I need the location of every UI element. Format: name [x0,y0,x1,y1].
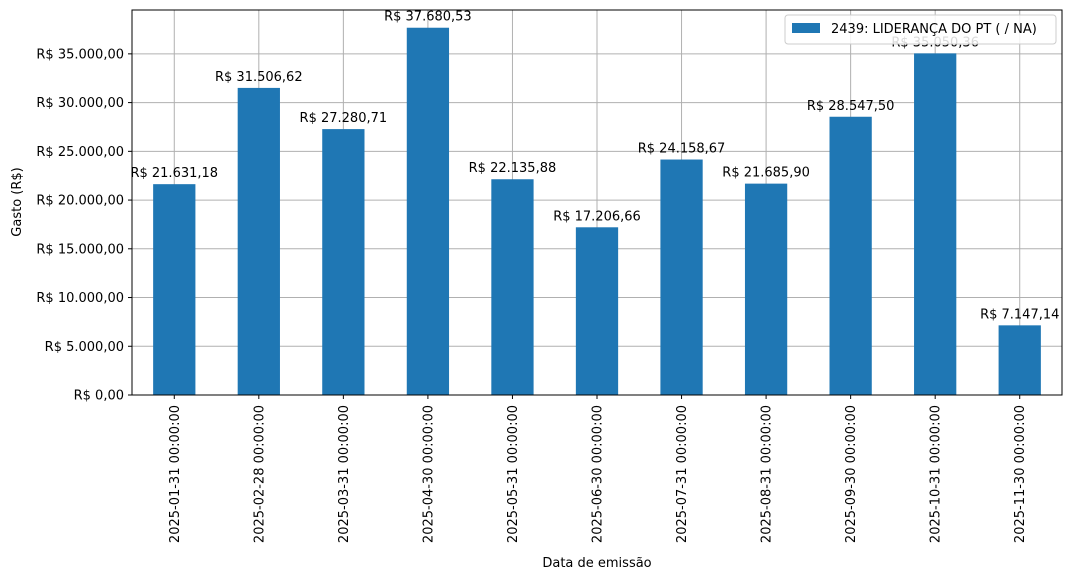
bar [744,183,788,395]
x-tick-label: 2025-06-30 00:00:00 [591,405,606,543]
bar-value-label: R$ 22.135,88 [469,161,557,176]
bar [998,325,1041,395]
bar-value-label: R$ 31.506,62 [215,70,303,85]
x-tick-label: 2025-01-31 00:00:00 [168,405,183,543]
bar-value-label: R$ 27.280,71 [300,111,388,126]
bar-value-label: R$ 7.147,14 [980,307,1059,322]
bar [491,179,534,395]
x-tick-label: 2025-02-28 00:00:00 [252,405,267,543]
x-axis-ticks: 2025-01-31 00:00:00 2025-02-28 00:00:00 20… [168,395,1028,543]
x-tick-label: 2025-10-31 00:00:00 [929,405,944,543]
legend-box [784,14,1057,45]
bar [575,227,619,395]
y-axis-label: Gasto (R$) [10,167,25,236]
bar [153,184,196,395]
x-tick-label: 2025-09-30 00:00:00 [844,405,859,543]
x-tick-label: 2025-08-31 00:00:00 [760,405,775,543]
y-tick-label: R$ 30.000,00 [36,96,124,111]
x-tick-label: 2025-07-31 00:00:00 [675,405,690,543]
legend-swatch [792,23,820,33]
y-tick-label: R$ 25.000,00 [36,145,124,160]
bars [153,27,1041,396]
bar-value-label: R$ 28.547,50 [807,99,895,114]
bar [406,27,450,396]
y-axis-ticks: R$ 0,00 R$ 5.000,00 R$ 10.000,00 R$ 15.000,… [36,47,132,404]
x-axis-label: Data de emissão [542,556,651,571]
bar-value-label: R$ 24.158,67 [638,142,726,157]
x-tick-label: 2025-05-31 00:00:00 [506,405,521,543]
legend: 2439: LIDERANÇA DO PT ( / NA) [784,14,1057,45]
bar [914,53,957,396]
bar [237,87,280,395]
bar [829,116,872,396]
bar-value-label: R$ 17.206,66 [553,209,641,224]
x-tick-label: 2025-03-31 00:00:00 [337,405,352,543]
y-tick-label: R$ 0,00 [74,389,124,404]
bar-value-label: R$ 37.680,53 [384,10,472,25]
bar [322,129,365,395]
bar-value-label: R$ 21.631,18 [130,166,218,181]
x-tick-label: 2025-11-30 00:00:00 [1013,405,1028,543]
y-tick-label: R$ 10.000,00 [36,291,124,306]
bar [660,159,703,395]
y-tick-label: R$ 20.000,00 [36,194,124,209]
y-tick-label: R$ 35.000,00 [36,47,124,62]
legend-label: 2439: LIDERANÇA DO PT ( / NA) [831,22,1037,37]
y-tick-label: R$ 15.000,00 [36,242,124,257]
y-tick-label: R$ 5.000,00 [45,340,124,355]
bar-value-label: R$ 21.685,90 [722,166,810,181]
x-tick-label: 2025-04-30 00:00:00 [421,405,436,543]
